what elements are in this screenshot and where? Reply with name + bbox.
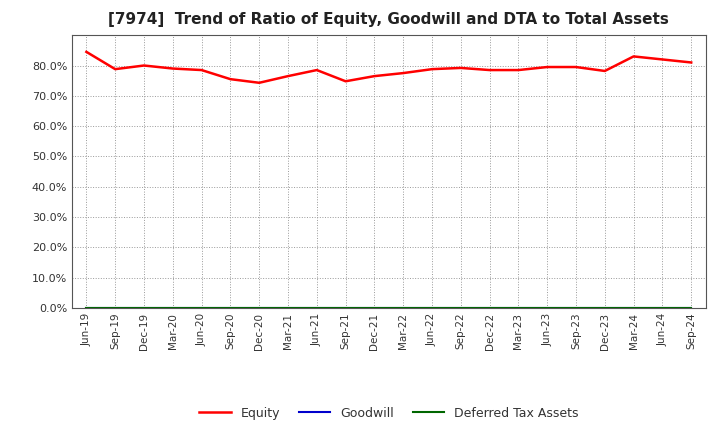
Goodwill	[111, 305, 120, 311]
Equity	[629, 54, 638, 59]
Deferred Tax Assets	[543, 305, 552, 311]
Equity	[255, 80, 264, 85]
Deferred Tax Assets	[600, 305, 609, 311]
Deferred Tax Assets	[111, 305, 120, 311]
Equity	[485, 67, 494, 73]
Goodwill	[629, 305, 638, 311]
Deferred Tax Assets	[312, 305, 321, 311]
Goodwill	[197, 305, 206, 311]
Goodwill	[600, 305, 609, 311]
Goodwill	[572, 305, 580, 311]
Deferred Tax Assets	[428, 305, 436, 311]
Equity	[543, 64, 552, 70]
Goodwill	[168, 305, 177, 311]
Goodwill	[687, 305, 696, 311]
Goodwill	[140, 305, 148, 311]
Deferred Tax Assets	[456, 305, 465, 311]
Goodwill	[312, 305, 321, 311]
Deferred Tax Assets	[140, 305, 148, 311]
Equity	[572, 64, 580, 70]
Equity	[370, 73, 379, 79]
Equity	[341, 79, 350, 84]
Legend: Equity, Goodwill, Deferred Tax Assets: Equity, Goodwill, Deferred Tax Assets	[194, 402, 583, 425]
Goodwill	[428, 305, 436, 311]
Goodwill	[226, 305, 235, 311]
Line: Equity: Equity	[86, 52, 691, 83]
Deferred Tax Assets	[197, 305, 206, 311]
Deferred Tax Assets	[226, 305, 235, 311]
Equity	[284, 73, 292, 79]
Goodwill	[255, 305, 264, 311]
Title: [7974]  Trend of Ratio of Equity, Goodwill and DTA to Total Assets: [7974] Trend of Ratio of Equity, Goodwil…	[109, 12, 669, 27]
Equity	[456, 65, 465, 70]
Goodwill	[543, 305, 552, 311]
Goodwill	[399, 305, 408, 311]
Goodwill	[82, 305, 91, 311]
Equity	[399, 70, 408, 76]
Equity	[514, 67, 523, 73]
Deferred Tax Assets	[629, 305, 638, 311]
Deferred Tax Assets	[168, 305, 177, 311]
Equity	[687, 60, 696, 65]
Deferred Tax Assets	[284, 305, 292, 311]
Deferred Tax Assets	[82, 305, 91, 311]
Deferred Tax Assets	[485, 305, 494, 311]
Goodwill	[658, 305, 667, 311]
Deferred Tax Assets	[572, 305, 580, 311]
Equity	[600, 68, 609, 73]
Equity	[140, 63, 148, 68]
Equity	[168, 66, 177, 71]
Deferred Tax Assets	[255, 305, 264, 311]
Equity	[226, 77, 235, 82]
Goodwill	[485, 305, 494, 311]
Equity	[428, 66, 436, 72]
Equity	[111, 66, 120, 72]
Goodwill	[284, 305, 292, 311]
Deferred Tax Assets	[370, 305, 379, 311]
Equity	[197, 67, 206, 73]
Equity	[82, 49, 91, 55]
Deferred Tax Assets	[687, 305, 696, 311]
Equity	[312, 67, 321, 73]
Deferred Tax Assets	[341, 305, 350, 311]
Deferred Tax Assets	[399, 305, 408, 311]
Deferred Tax Assets	[658, 305, 667, 311]
Deferred Tax Assets	[514, 305, 523, 311]
Goodwill	[456, 305, 465, 311]
Goodwill	[514, 305, 523, 311]
Goodwill	[370, 305, 379, 311]
Goodwill	[341, 305, 350, 311]
Equity	[658, 57, 667, 62]
